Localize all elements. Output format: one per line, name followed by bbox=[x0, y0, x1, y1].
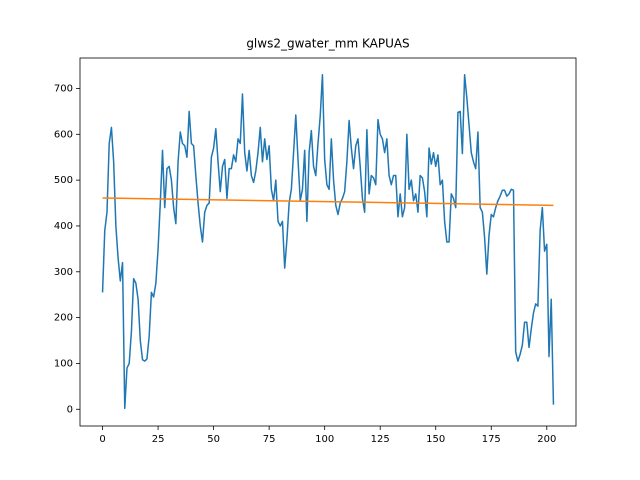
x-tick-label: 75 bbox=[263, 434, 276, 445]
chart-title: glws2_gwater_mm KAPUAS bbox=[246, 37, 409, 51]
y-tick-label: 300 bbox=[54, 267, 73, 278]
x-tick-label: 0 bbox=[99, 434, 105, 445]
plot-frame bbox=[79, 57, 577, 427]
x-tick-label: 150 bbox=[426, 434, 445, 445]
y-tick-label: 400 bbox=[54, 221, 73, 232]
x-tick-label: 50 bbox=[207, 434, 220, 445]
y-tick-label: 200 bbox=[54, 313, 73, 324]
x-tick-label: 125 bbox=[371, 434, 390, 445]
data-line bbox=[101, 73, 555, 410]
y-tick-label: 700 bbox=[54, 83, 73, 94]
y-tick-label: 600 bbox=[54, 129, 73, 140]
x-tick-label: 25 bbox=[152, 434, 165, 445]
y-tick-label: 100 bbox=[54, 358, 73, 369]
x-tick-label: 200 bbox=[537, 434, 556, 445]
x-tick-label: 100 bbox=[315, 434, 334, 445]
y-tick-label: 0 bbox=[67, 404, 73, 415]
y-tick-label: 500 bbox=[54, 175, 73, 186]
data-line bbox=[102, 197, 554, 207]
x-tick-label: 175 bbox=[482, 434, 501, 445]
